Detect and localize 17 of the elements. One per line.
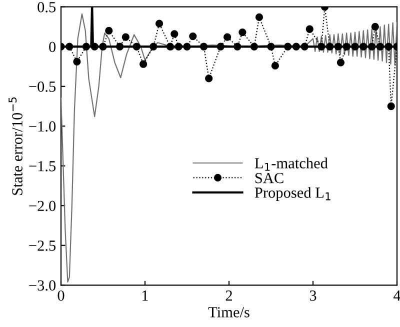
y-tick-label: −0.5 bbox=[29, 82, 56, 92]
y-tick-label: 0 bbox=[49, 42, 56, 52]
x-tick-label: 3 bbox=[310, 290, 316, 301]
legend-label: L$_{1}$-matched bbox=[254, 158, 328, 171]
y-tick-label: −3.0 bbox=[29, 280, 56, 291]
y-axis-title: State error/10$^{−5}$ bbox=[8, 97, 22, 195]
x-axis-title: Time/s bbox=[208, 307, 250, 318]
y-tick-label: 0.5 bbox=[38, 2, 56, 12]
legend-label: SAC bbox=[255, 172, 284, 184]
y-tick-label: −2.5 bbox=[29, 240, 56, 251]
x-tick-label: 2 bbox=[226, 290, 232, 301]
y-tick-label: −1.0 bbox=[29, 121, 56, 132]
x-tick-label: 0 bbox=[58, 290, 64, 301]
x-tick-label: 1 bbox=[142, 290, 148, 301]
legend-label: Proposed L$_{1}$ bbox=[254, 187, 330, 201]
y-tick-label: −2.0 bbox=[29, 200, 56, 212]
y-tick-label: −1.5 bbox=[29, 161, 56, 172]
